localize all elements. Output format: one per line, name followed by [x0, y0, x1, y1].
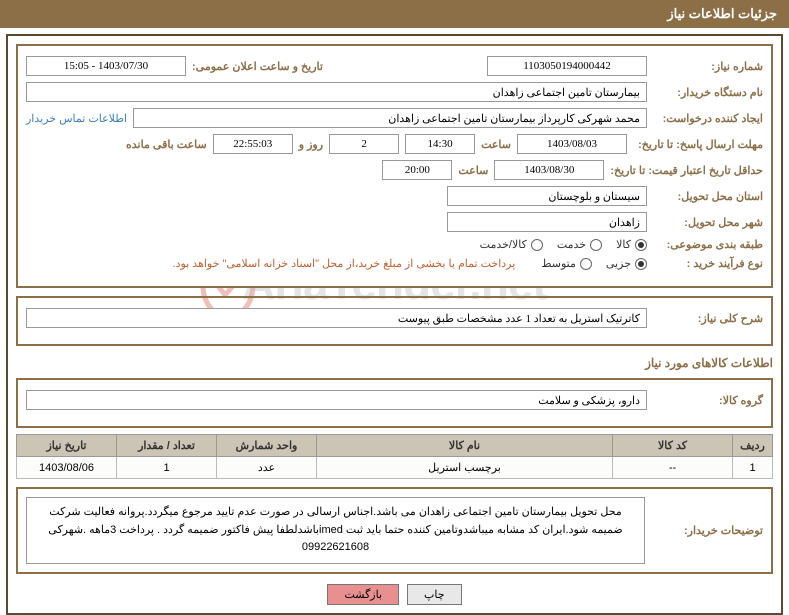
buyer-notes-text: محل تحویل بیمارستان تامین اجتماعی زاهدان… [26, 497, 645, 564]
need-summary-section: شرح کلی نیاز: [16, 296, 773, 346]
radio-dot-icon [590, 239, 602, 251]
province-label: استان محل تحویل: [653, 190, 763, 203]
price-valid-time-input[interactable] [382, 160, 452, 180]
buyer-contact-link[interactable]: اطلاعات تماس خریدار [26, 112, 127, 125]
form-section: شماره نیاز: تاریخ و ساعت اعلان عمومی: نا… [16, 44, 773, 288]
row-category: طبقه بندی موضوعی: کالا خدمت کالا/خدمت [26, 238, 763, 251]
radio-dot-icon [580, 258, 592, 270]
city-label: شهر محل تحویل: [653, 216, 763, 229]
countdown-input[interactable] [213, 134, 293, 154]
goods-table: ردیف کد کالا نام کالا واحد شمارش تعداد /… [16, 434, 773, 479]
row-reply-deadline: مهلت ارسال پاسخ: تا تاریخ: ساعت روز و سا… [26, 134, 763, 154]
process-radio-group: جزیی متوسط [541, 257, 647, 270]
row-price-valid: حداقل تاریخ اعتبار قیمت: تا تاریخ: ساعت [26, 160, 763, 180]
remaining-label: ساعت باقی مانده [126, 138, 207, 151]
cell-item-name: برچسب استریل [317, 457, 613, 479]
cell-item-code: -- [613, 457, 733, 479]
process-label: نوع فرآیند خرید : [653, 257, 763, 270]
radio-partial[interactable]: جزیی [606, 257, 647, 270]
reply-deadline-label: مهلت ارسال پاسخ: تا تاریخ: [633, 138, 763, 151]
buyer-notes-label: توضیحات خریدار: [653, 524, 763, 537]
back-button[interactable]: بازگشت [327, 584, 399, 605]
radio-dot-icon [531, 239, 543, 251]
cell-row-num: 1 [733, 457, 773, 479]
buyer-org-input[interactable] [26, 82, 647, 102]
category-label: طبقه بندی موضوعی: [653, 238, 763, 251]
cell-qty: 1 [117, 457, 217, 479]
radio-goods[interactable]: کالا [616, 238, 647, 251]
radio-service[interactable]: خدمت [557, 238, 602, 251]
col-unit: واحد شمارش [217, 435, 317, 457]
announce-date-label: تاریخ و ساعت اعلان عمومی: [192, 60, 323, 73]
days-input[interactable] [329, 134, 399, 154]
page-header: جزئیات اطلاعات نیاز [0, 0, 789, 28]
row-need-summary: شرح کلی نیاز: [26, 308, 763, 328]
print-button[interactable]: چاپ [407, 584, 462, 605]
announce-date-input[interactable] [26, 56, 186, 76]
category-radio-group: کالا خدمت کالا/خدمت [480, 238, 647, 251]
main-container: AriaTender.net شماره نیاز: تاریخ و ساعت … [6, 34, 783, 615]
col-need-date: تاریخ نیاز [17, 435, 117, 457]
province-input[interactable] [447, 186, 647, 206]
row-buyer-org: نام دستگاه خریدار: [26, 82, 763, 102]
radio-medium[interactable]: متوسط [541, 257, 592, 270]
table-row[interactable]: 1 -- برچسب استریل عدد 1 1403/08/06 [17, 457, 773, 479]
cell-unit: عدد [217, 457, 317, 479]
city-input[interactable] [447, 212, 647, 232]
reply-time-input[interactable] [405, 134, 475, 154]
row-process: نوع فرآیند خرید : جزیی متوسط پرداخت تمام… [26, 257, 763, 270]
reply-time-label: ساعت [481, 138, 511, 151]
goods-group-label: گروه کالا: [653, 394, 763, 407]
row-city: شهر محل تحویل: [26, 212, 763, 232]
reply-date-input[interactable] [517, 134, 627, 154]
need-number-input[interactable] [487, 56, 647, 76]
button-row: چاپ بازگشت [16, 584, 773, 605]
col-item-code: کد کالا [613, 435, 733, 457]
price-valid-label: حداقل تاریخ اعتبار قیمت: تا تاریخ: [610, 164, 763, 177]
requester-label: ایجاد کننده درخواست: [653, 112, 763, 125]
table-header-row: ردیف کد کالا نام کالا واحد شمارش تعداد /… [17, 435, 773, 457]
days-and-label: روز و [299, 138, 323, 151]
need-number-label: شماره نیاز: [653, 60, 763, 73]
goods-group-input[interactable] [26, 390, 647, 410]
need-summary-input[interactable] [26, 308, 647, 328]
col-qty: تعداد / مقدار [117, 435, 217, 457]
goods-heading: اطلاعات کالاهای مورد نیاز [16, 356, 773, 370]
page-title: جزئیات اطلاعات نیاز [667, 6, 777, 21]
buyer-org-label: نام دستگاه خریدار: [653, 86, 763, 99]
process-note: پرداخت تمام یا بخشی از مبلغ خرید،از محل … [173, 257, 516, 270]
goods-group-section: گروه کالا: [16, 378, 773, 428]
radio-both[interactable]: کالا/خدمت [480, 238, 543, 251]
col-row-num: ردیف [733, 435, 773, 457]
row-need-number: شماره نیاز: تاریخ و ساعت اعلان عمومی: [26, 56, 763, 76]
col-item-name: نام کالا [317, 435, 613, 457]
buyer-notes-section: توضیحات خریدار: محل تحویل بیمارستان تامی… [16, 487, 773, 574]
cell-need-date: 1403/08/06 [17, 457, 117, 479]
radio-dot-icon [635, 258, 647, 270]
price-valid-time-label: ساعت [458, 164, 488, 177]
need-summary-label: شرح کلی نیاز: [653, 312, 763, 325]
radio-dot-icon [635, 239, 647, 251]
price-valid-date-input[interactable] [494, 160, 604, 180]
row-goods-group: گروه کالا: [26, 390, 763, 410]
row-requester: ایجاد کننده درخواست: اطلاعات تماس خریدار [26, 108, 763, 128]
row-province: استان محل تحویل: [26, 186, 763, 206]
requester-input[interactable] [133, 108, 647, 128]
